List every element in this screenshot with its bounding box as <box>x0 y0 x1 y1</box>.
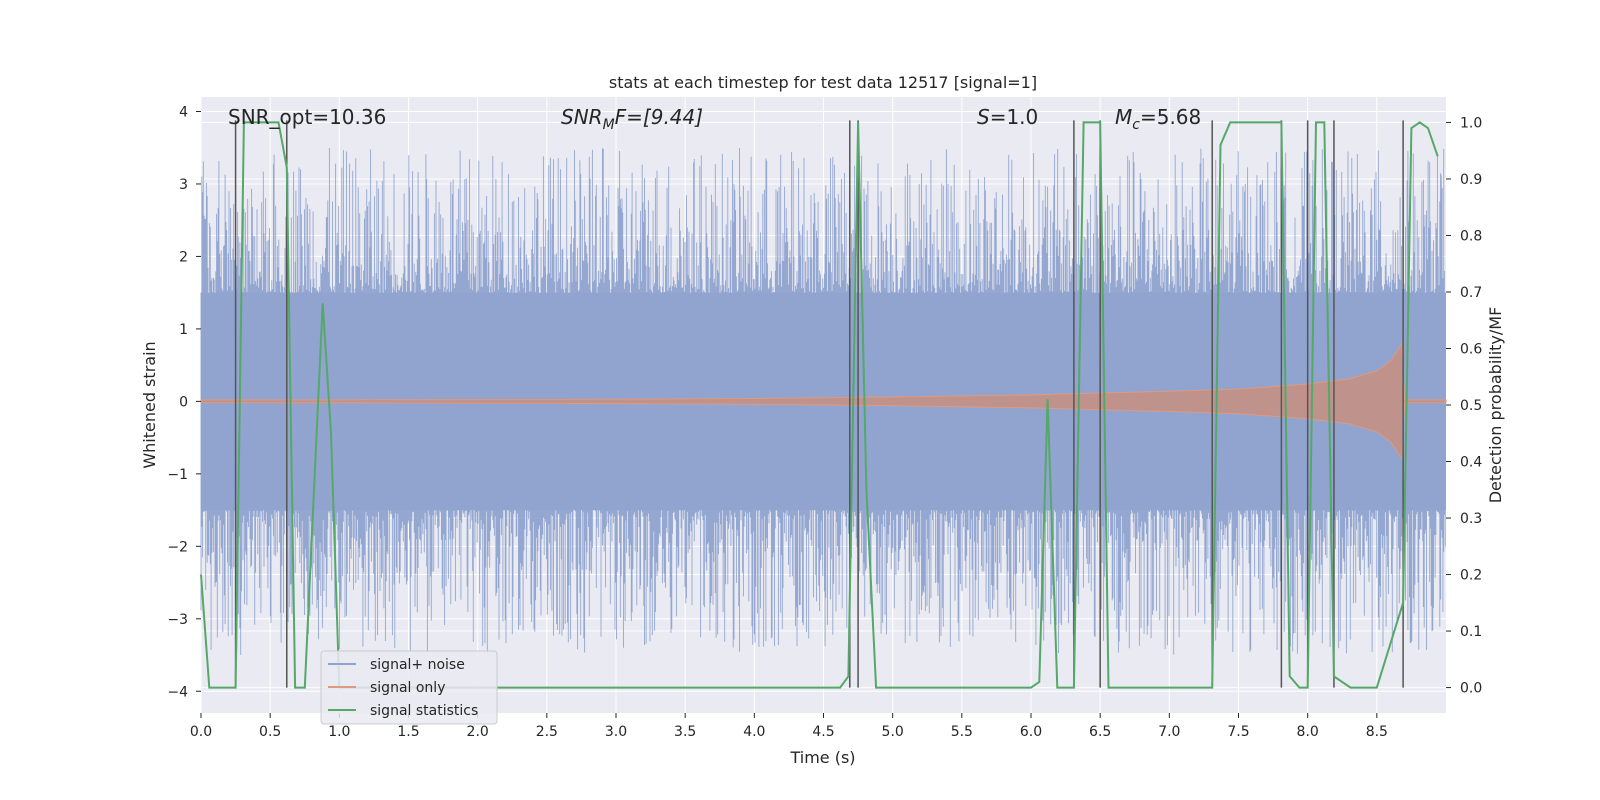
y2-tick-label: 1.0 <box>1460 115 1482 131</box>
x-tick-label: 6.5 <box>1089 724 1111 740</box>
y2-tick-label: 0.2 <box>1460 568 1482 584</box>
signal-statistics-line <box>200 121 1439 689</box>
y-tick-label: 3 <box>179 177 188 193</box>
annotation-snr-mf-f: F=[9.44] <box>615 105 703 129</box>
y2-tick-label: 0.1 <box>1460 624 1482 640</box>
y2-tick-label: 0.4 <box>1460 455 1482 471</box>
signal-only-series <box>200 341 1447 462</box>
x-tick-label: 2.5 <box>536 724 558 740</box>
y2-tick-label: 0.8 <box>1460 228 1482 244</box>
annotation-s: S=1.0 <box>977 105 1038 129</box>
x-tick-label: 7.0 <box>1158 724 1180 740</box>
x-tick-label: 3.5 <box>674 724 696 740</box>
y2-tick-label: 0.0 <box>1460 681 1482 697</box>
annotation-mc-value: =5.68 <box>1140 105 1201 129</box>
x-tick-label: 4.0 <box>743 724 765 740</box>
y2-axis-ticks: 1.0 0.9 0.8 0.7 0.6 0.5 0.4 0.3 0.2 0.1 0.0 <box>1446 115 1482 697</box>
annotation-snr-mf-base: SNR <box>561 105 603 129</box>
y2-tick-label: 0.5 <box>1460 398 1482 414</box>
annotation-snr-mf-sub: M <box>603 117 615 133</box>
annotation-mc: Mc=5.68 <box>1115 105 1201 133</box>
annotation-mc-base: M <box>1115 105 1132 129</box>
legend-label-stats: signal statistics <box>370 703 478 719</box>
y-tick-label: 0 <box>179 394 188 410</box>
y-axis-label: Whitened strain <box>140 341 159 468</box>
x-tick-label: 0.0 <box>190 724 212 740</box>
x-tick-label: 5.5 <box>951 724 973 740</box>
y2-axis-label: Detection probability/MF <box>1486 307 1505 504</box>
x-tick-label: 3.0 <box>605 724 627 740</box>
annotation-s-base: S <box>977 105 990 129</box>
legend: signal+ noise signal only signal statist… <box>320 650 498 725</box>
x-tick-label: 1.0 <box>328 724 350 740</box>
y2-tick-label: 0.6 <box>1460 341 1482 357</box>
x-tick-label: 2.0 <box>467 724 489 740</box>
y-tick-label: −2 <box>167 539 188 555</box>
y-tick-label: −1 <box>167 467 188 483</box>
y-tick-label: 4 <box>179 104 188 120</box>
annotation-snr-mf: SNRMF=[9.44] <box>561 105 703 133</box>
signal-only-envelope <box>200 341 1447 462</box>
y-tick-label: −4 <box>167 684 188 700</box>
annotation-mc-sub: c <box>1132 117 1140 133</box>
x-tick-label: 5.0 <box>882 724 904 740</box>
annotation-snr-opt: SNR_opt=10.36 <box>228 105 386 129</box>
x-tick-label: 6.0 <box>1020 724 1042 740</box>
x-axis-label: Time (s) <box>789 748 855 767</box>
y-tick-label: 2 <box>179 249 188 265</box>
legend-box <box>320 650 498 725</box>
y-tick-label: 1 <box>179 322 188 338</box>
x-tick-label: 7.5 <box>1227 724 1249 740</box>
x-tick-label: 0.5 <box>259 724 281 740</box>
y2-tick-label: 0.9 <box>1460 172 1482 188</box>
x-axis-ticks: 0.0 0.5 1.0 1.5 2.0 2.5 3.0 3.5 4.0 4.5 5.0 5.5 6.0 6… <box>190 713 1388 740</box>
y-axis-ticks: 4 3 2 1 0 −1 −2 −3 −4 <box>167 104 201 700</box>
annotation-s-value: =1.0 <box>990 105 1039 129</box>
x-tick-label: 8.0 <box>1297 724 1319 740</box>
legend-label-noise: signal+ noise <box>370 657 465 673</box>
x-tick-label: 8.5 <box>1366 724 1388 740</box>
y-tick-label: −3 <box>167 612 188 628</box>
chart-title: stats at each timestep for test data 125… <box>609 73 1037 92</box>
x-tick-label: 4.5 <box>812 724 834 740</box>
legend-label-signal: signal only <box>370 680 445 696</box>
x-tick-label: 1.5 <box>397 724 419 740</box>
y2-tick-label: 0.7 <box>1460 285 1482 301</box>
y2-tick-label: 0.3 <box>1460 511 1482 527</box>
signal-statistics-series <box>200 121 1439 689</box>
